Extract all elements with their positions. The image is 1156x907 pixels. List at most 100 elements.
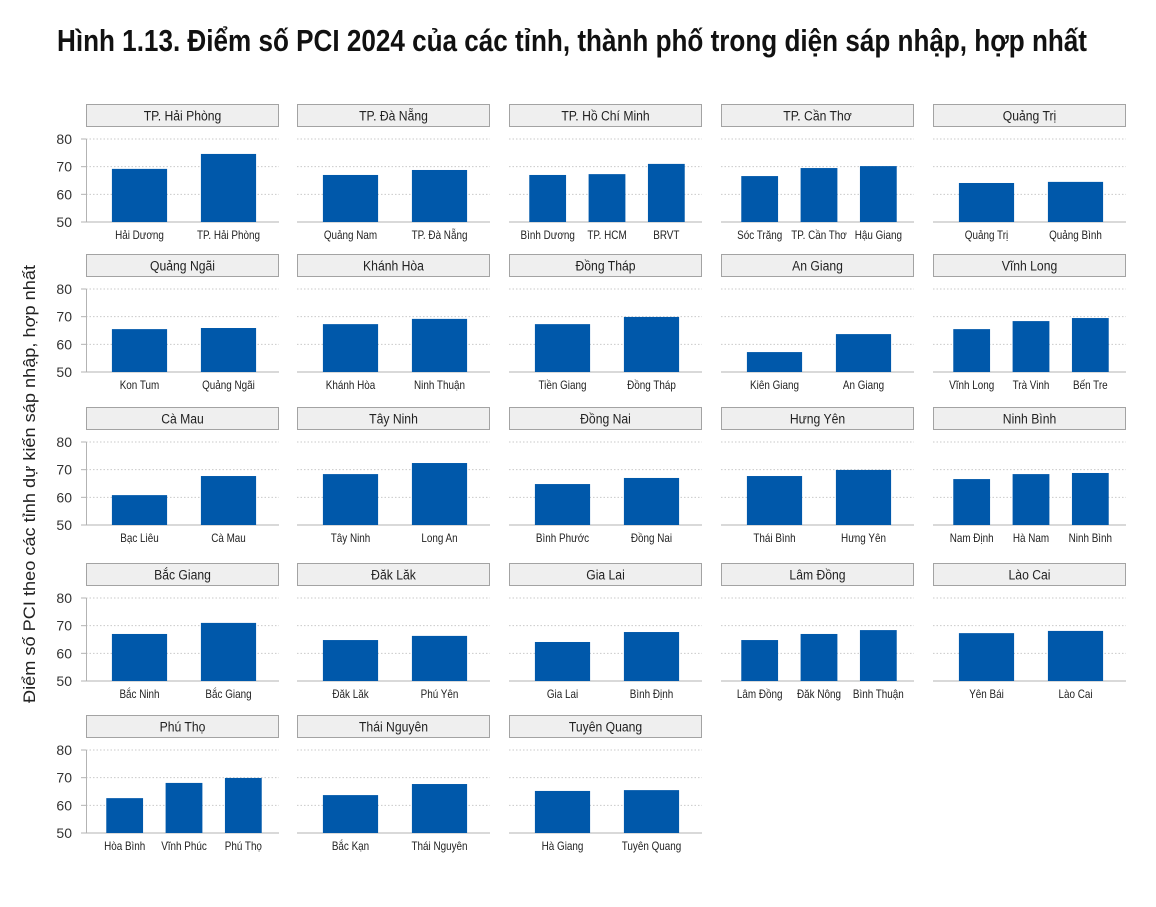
- x-tick-label: Vĩnh Long: [949, 379, 994, 392]
- bar: [111, 329, 168, 372]
- y-tick-label: 80: [56, 281, 72, 297]
- facet-title: Vĩnh Long: [1002, 258, 1057, 274]
- facet-panel: Lâm Đồng Lâm Đồng Đăk Nông Bình Thuận: [721, 563, 914, 701]
- y-tick-label: 60: [56, 489, 72, 505]
- bar: [623, 632, 680, 681]
- x-tick-label: Kon Tum: [120, 379, 160, 392]
- x-tick-label: Bắc Ninh: [119, 687, 159, 701]
- facet-panel: Quảng Ngãi 50 60 70 80 Kon Tum Quảng Ngãi: [56, 254, 279, 392]
- facet-header: [297, 407, 490, 430]
- facet-grid: TP. Hải Phòng 50 60 70 80 Hải Dương TP. Hải Ph…: [56, 104, 1126, 853]
- bar: [859, 630, 897, 681]
- bar: [1012, 474, 1050, 525]
- bar: [835, 469, 892, 525]
- facet-panel: Tuyên Quang Hà Giang Tuyên Quang: [509, 715, 702, 853]
- facet-header: [297, 104, 490, 127]
- facet-header: [509, 254, 702, 277]
- x-tick-label: Đồng Tháp: [627, 379, 676, 392]
- bar: [741, 640, 779, 681]
- x-tick-label: Kiên Giang: [750, 379, 799, 392]
- facet-header: [86, 254, 279, 277]
- bar: [835, 334, 892, 372]
- facet-title: TP. Hải Phòng: [144, 108, 222, 124]
- facet-panel: Thái Nguyên Bắc Kạn Thái Nguyên: [297, 715, 490, 853]
- x-tick-label: Hải Dương: [115, 229, 164, 242]
- facet-header: [86, 407, 279, 430]
- x-tick-label: Quảng Nam: [324, 229, 377, 242]
- bar: [534, 324, 591, 372]
- x-tick-label: Ninh Bình: [1069, 532, 1112, 545]
- facet-title: Thái Nguyên: [359, 719, 428, 735]
- y-axis-label: Điểm số PCI theo các tỉnh dự kiến sáp nh…: [20, 265, 39, 703]
- bar: [322, 640, 379, 681]
- bar: [322, 174, 379, 222]
- facet-header: [933, 104, 1126, 127]
- x-tick-label: Lâm Đồng: [737, 688, 783, 701]
- bar: [741, 176, 779, 222]
- bar: [859, 166, 897, 222]
- x-tick-label: Bình Dương: [521, 229, 575, 242]
- bar: [800, 633, 838, 681]
- y-tick-label: 80: [56, 590, 72, 606]
- y-tick-label: 70: [56, 462, 72, 478]
- facet-header: [86, 563, 279, 586]
- y-tick-label: 60: [56, 186, 72, 202]
- bar: [111, 168, 168, 222]
- facet-header: [721, 407, 914, 430]
- facet-panel: An Giang Kiên Giang An Giang: [721, 254, 914, 392]
- y-tick-label: 70: [56, 770, 72, 786]
- x-tick-label: Hà Nam: [1013, 532, 1049, 545]
- facet-panel: Gia Lai Gia Lai Bình Định: [509, 563, 702, 701]
- bar: [200, 153, 257, 222]
- facet-title: Quảng Ngãi: [150, 258, 215, 274]
- bar: [953, 329, 991, 372]
- bar: [111, 495, 168, 525]
- x-tick-label: Đăk Lăk: [332, 688, 369, 701]
- bar: [111, 633, 168, 681]
- y-tick-label: 50: [56, 673, 72, 689]
- facet-header: [86, 715, 279, 738]
- bar: [953, 479, 991, 525]
- facet-panel: Bắc Giang 50 60 70 80 Bắc Ninh Bắc Giang: [56, 563, 279, 701]
- facet-title: Đồng Tháp: [576, 258, 636, 274]
- bar: [534, 484, 591, 525]
- bar: [322, 474, 379, 525]
- bar: [958, 633, 1015, 681]
- x-tick-label: Hà Giang: [542, 840, 584, 853]
- facet-title: Hưng Yên: [790, 411, 845, 427]
- facet-title: TP. Hồ Chí Minh: [561, 108, 649, 124]
- x-tick-label: Tuyên Quang: [622, 840, 682, 853]
- bar: [588, 174, 626, 222]
- x-tick-label: Nam Định: [950, 532, 994, 545]
- bar: [411, 463, 468, 525]
- facet-panel: TP. Cần Thơ Sóc Trăng TP. Cần Thơ Hậu Giang: [721, 104, 914, 242]
- bar: [1047, 630, 1104, 681]
- facet-panel: Đăk Lăk Đăk Lăk Phú Yên: [297, 563, 490, 701]
- bar: [1071, 472, 1109, 525]
- x-tick-label: Hưng Yên: [841, 532, 886, 545]
- facet-panel: TP. Hải Phòng 50 60 70 80 Hải Dương TP. Hải Ph…: [56, 104, 279, 242]
- y-tick-label: 80: [56, 742, 72, 758]
- facet-panel: Vĩnh Long Vĩnh Long Trà Vinh Bến Tre: [933, 254, 1126, 392]
- bar: [411, 784, 468, 833]
- x-tick-label: Thái Nguyên: [411, 840, 467, 853]
- facet-header: [297, 254, 490, 277]
- facet-header: [721, 104, 914, 127]
- x-tick-label: Bình Phước: [536, 532, 590, 545]
- bar: [746, 352, 803, 372]
- facet-header: [509, 407, 702, 430]
- x-tick-label: Bến Tre: [1073, 379, 1108, 392]
- x-tick-label: Bắc Giang: [205, 687, 251, 701]
- facet-title: Tuyên Quang: [569, 719, 642, 735]
- bar: [200, 328, 257, 372]
- bar: [165, 782, 203, 833]
- facet-title: TP. Cần Thơ: [783, 108, 852, 124]
- facet-title: Khánh Hòa: [363, 258, 425, 274]
- x-tick-label: Cà Mau: [211, 532, 246, 545]
- x-tick-label: Lào Cai: [1058, 688, 1092, 701]
- facet-header: [509, 104, 702, 127]
- x-tick-label: Long An: [421, 532, 457, 545]
- facet-panel: Quảng Trị Quảng Trị Quảng Bình: [933, 104, 1126, 242]
- facet-header: [933, 407, 1126, 430]
- facet-header: [297, 715, 490, 738]
